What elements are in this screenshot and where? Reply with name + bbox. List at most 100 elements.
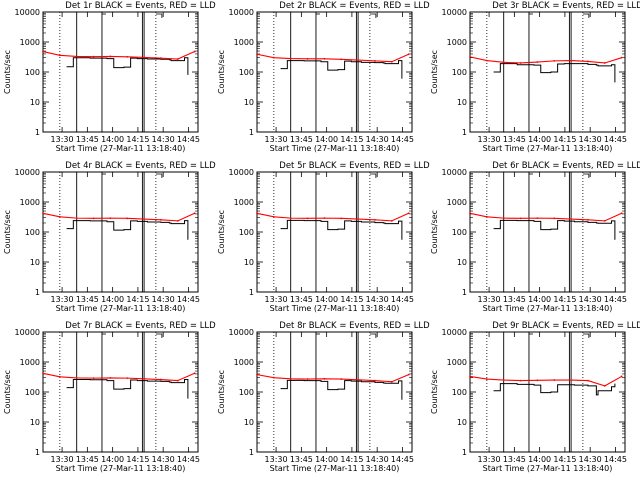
y-tick-label: 10000: [442, 328, 467, 337]
lld-point: [357, 218, 359, 220]
y-tick-label: 10000: [442, 8, 467, 17]
x-tick-label: 14:45: [177, 295, 200, 304]
lld-point: [469, 212, 471, 215]
x-axis-label: Start Time (27-Mar-11 13:18:40): [270, 464, 400, 473]
lld-point: [570, 218, 572, 220]
plot-frame: [256, 331, 413, 453]
plot-frame: [256, 171, 413, 293]
x-tick-label: 14:45: [604, 135, 627, 144]
lld-point: [603, 62, 606, 64]
lld-point: [323, 217, 326, 220]
lld-point: [126, 55, 129, 58]
lld-point: [407, 212, 410, 215]
y-tick-label: 1000: [234, 358, 254, 367]
x-axis-label: Start Time (27-Mar-11 13:18:40): [270, 144, 400, 153]
bracket-marker: [155, 13, 163, 18]
y-tick-label: 10: [457, 98, 467, 107]
x-tick-label: 14:45: [604, 455, 627, 464]
lld-point: [374, 379, 376, 382]
y-tick-label: 1: [462, 288, 467, 297]
y-tick-label: 100: [452, 68, 467, 77]
lld-point: [502, 379, 505, 381]
y-tick-label: 10000: [15, 168, 40, 177]
panel-title: Det 9r BLACK = Events, RED = LLD: [492, 321, 640, 331]
x-tick-label: 14:00: [101, 455, 124, 464]
lld-point: [160, 57, 162, 60]
series-line-events: [280, 60, 403, 79]
x-tick-label: 14:00: [528, 135, 551, 144]
lld-point: [603, 219, 606, 222]
lld-point: [407, 373, 410, 376]
x-tick-label: 14:15: [340, 135, 363, 144]
x-axis-label: Start Time (27-Mar-11 13:18:40): [270, 304, 400, 313]
lld-point: [126, 217, 129, 220]
series-line-lld: [256, 53, 409, 63]
lld-point: [587, 60, 589, 63]
x-tick-label: 14:30: [366, 455, 389, 464]
lld-point: [176, 219, 179, 222]
x-axis-label: Start Time (27-Mar-11 13:18:40): [483, 304, 613, 313]
x-tick-label: 14:15: [553, 455, 576, 464]
lld-point: [58, 215, 61, 218]
x-tick-label: 14:45: [604, 295, 627, 304]
lld-point: [587, 379, 589, 382]
y-tick-label: 100: [25, 68, 40, 77]
y-axis-label: Counts/sec: [430, 370, 439, 414]
lld-point: [536, 61, 539, 63]
plot-frame: [42, 331, 199, 453]
x-tick-label: 13:45: [503, 295, 526, 304]
lld-point: [519, 379, 522, 382]
x-axis-label: Start Time (27-Mar-11 13:18:40): [56, 464, 186, 473]
x-tick-label: 14:00: [101, 295, 124, 304]
series-line-lld: [469, 56, 622, 64]
x-tick-label: 14:15: [126, 295, 149, 304]
lld-point: [272, 56, 275, 59]
lld-point: [193, 212, 196, 215]
lld-point: [289, 377, 292, 380]
y-tick-label: 1: [462, 128, 467, 137]
series-line-events: [493, 63, 616, 83]
lld-point: [256, 53, 258, 56]
lld-point: [469, 375, 471, 378]
lld-point: [485, 59, 488, 62]
x-axis-label: Start Time (27-Mar-11 13:18:40): [56, 304, 186, 313]
x-tick-label: 14:15: [126, 135, 149, 144]
lld-point: [160, 378, 162, 381]
panel-7: Det 7r BLACK = Events, RED = LLD Counts/s…: [3, 321, 216, 473]
lld-point: [176, 379, 179, 382]
plot-frame: [256, 11, 413, 133]
lld-point: [620, 56, 623, 59]
lld-point: [92, 377, 95, 380]
y-tick-label: 10: [457, 258, 467, 267]
y-tick-label: 1000: [447, 198, 467, 207]
bracket-marker: [155, 173, 163, 178]
x-tick-label: 14:45: [391, 135, 414, 144]
x-tick-label: 13:45: [76, 295, 99, 304]
x-tick-label: 14:30: [152, 455, 175, 464]
lld-point: [193, 372, 196, 375]
panel-title: Det 2r BLACK = Events, RED = LLD: [279, 1, 430, 11]
x-tick-label: 13:30: [478, 455, 501, 464]
series-line-lld: [469, 375, 622, 387]
lld-point: [289, 57, 292, 60]
lld-point: [407, 53, 410, 56]
lld-point: [92, 217, 95, 220]
lld-point: [109, 217, 112, 220]
x-axis-label: Start Time (27-Mar-11 13:18:40): [56, 144, 186, 153]
x-tick-label: 14:30: [579, 135, 602, 144]
x-tick-label: 13:45: [503, 135, 526, 144]
lld-point: [75, 377, 78, 379]
bracket-marker: [582, 173, 590, 178]
x-tick-label: 13:30: [51, 455, 74, 464]
panel-title: Det 7r BLACK = Events, RED = LLD: [65, 321, 216, 331]
bracket-marker: [369, 173, 377, 178]
y-tick-label: 10000: [442, 168, 467, 177]
y-tick-label: 10: [457, 418, 467, 427]
lld-point: [58, 375, 61, 378]
lld-point: [323, 377, 326, 380]
y-tick-label: 1: [249, 128, 254, 137]
lld-point: [485, 378, 488, 380]
lld-point: [340, 58, 343, 61]
lld-point: [58, 54, 61, 57]
